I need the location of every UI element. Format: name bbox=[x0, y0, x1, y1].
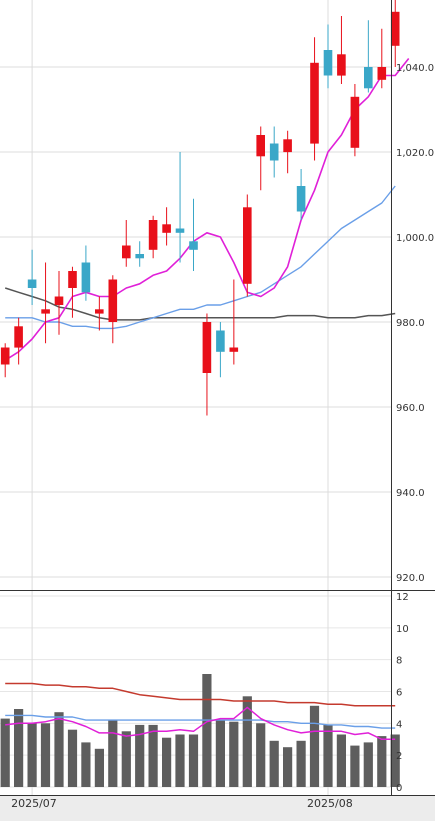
price-axis-labels: 1,040.0 1,020.0 1,000.0 980.0 960.0 940.0 920.… bbox=[396, 63, 434, 584]
price-tick-label: 1,040.0 bbox=[396, 63, 434, 74]
volume-bar[interactable] bbox=[283, 747, 293, 787]
candle-body[interactable] bbox=[189, 241, 198, 250]
volume-bar[interactable] bbox=[377, 736, 387, 787]
volume-ma20-line bbox=[5, 714, 396, 729]
volume-tick-label: 4 bbox=[396, 719, 402, 730]
candle-body[interactable] bbox=[364, 67, 373, 89]
candle-body[interactable] bbox=[122, 245, 131, 259]
ma20-line bbox=[5, 185, 396, 330]
candle-body[interactable] bbox=[269, 143, 279, 161]
volume-bar[interactable] bbox=[336, 734, 346, 788]
candle-body[interactable] bbox=[337, 54, 346, 76]
volume-bar[interactable] bbox=[148, 724, 158, 787]
price-tick-label: 960.0 bbox=[396, 403, 425, 414]
price-tick-label: 980.0 bbox=[396, 318, 425, 329]
volume-bar[interactable] bbox=[350, 745, 360, 787]
volume-tick-label: 2 bbox=[396, 751, 402, 762]
candle-body[interactable] bbox=[216, 330, 225, 352]
price-grid bbox=[0, 66, 391, 578]
volume-tick-label: 0 bbox=[396, 783, 402, 794]
volume-bar[interactable] bbox=[0, 718, 10, 787]
volume-bar[interactable] bbox=[175, 734, 185, 788]
candle-body[interactable] bbox=[162, 224, 171, 233]
volume-bar[interactable] bbox=[215, 720, 225, 787]
candle-body[interactable] bbox=[323, 50, 333, 76]
volume-ma60-line bbox=[5, 682, 396, 707]
volume-bar[interactable] bbox=[121, 731, 131, 787]
candle-body[interactable] bbox=[135, 254, 144, 259]
volume-bar[interactable] bbox=[27, 723, 37, 787]
volume-bars[interactable] bbox=[0, 674, 400, 788]
volume-tick-label: 8 bbox=[396, 656, 402, 667]
candle-body[interactable] bbox=[377, 67, 387, 80]
volume-bar[interactable] bbox=[67, 729, 78, 787]
volume-tick-label: 10 bbox=[396, 624, 409, 635]
volume-ma5-line bbox=[5, 706, 396, 741]
candle-body[interactable] bbox=[108, 279, 118, 323]
volume-bar[interactable] bbox=[81, 742, 91, 787]
volume-tick-label: 12 bbox=[396, 592, 409, 603]
date-tick-label: 2025/08 bbox=[307, 797, 353, 810]
candle-body[interactable] bbox=[310, 62, 319, 144]
volume-bar[interactable] bbox=[14, 709, 24, 787]
candle-body[interactable] bbox=[350, 96, 360, 148]
volume-tick-label: 6 bbox=[396, 688, 402, 699]
price-tick-label: 1,000.0 bbox=[396, 233, 434, 244]
volume-bar[interactable] bbox=[256, 723, 266, 787]
date-tick-label: 2025/07 bbox=[11, 797, 57, 810]
volume-bar[interactable] bbox=[54, 712, 64, 787]
volume-bar[interactable] bbox=[202, 674, 212, 787]
candle-body[interactable] bbox=[81, 262, 91, 293]
candle-body[interactable] bbox=[202, 322, 212, 373]
candle-body[interactable] bbox=[68, 271, 77, 288]
candle-body[interactable] bbox=[229, 347, 239, 352]
price-tick-label: 1,020.0 bbox=[396, 148, 434, 159]
volume-axis-labels: 12 10 8 6 4 2 0 bbox=[396, 592, 409, 794]
volume-bar[interactable] bbox=[135, 724, 145, 787]
volume-bar[interactable] bbox=[390, 734, 400, 788]
volume-bar[interactable] bbox=[242, 696, 252, 787]
volume-bar[interactable] bbox=[40, 723, 51, 787]
ma60-line bbox=[4, 287, 396, 321]
candle-body[interactable] bbox=[283, 139, 292, 153]
date-axis-labels: 2025/07 2025/08 bbox=[11, 797, 353, 810]
volume-bar[interactable] bbox=[363, 742, 373, 787]
candle-body[interactable] bbox=[95, 309, 104, 314]
candle-body[interactable] bbox=[390, 11, 400, 46]
candle-body[interactable] bbox=[296, 186, 306, 212]
vertical-gridlines bbox=[31, 0, 329, 795]
candlesticks[interactable] bbox=[0, 0, 400, 416]
candle-body[interactable] bbox=[256, 135, 265, 157]
volume-moving-averages bbox=[5, 682, 396, 741]
volume-bar[interactable] bbox=[269, 740, 279, 787]
candle-body[interactable] bbox=[175, 228, 185, 233]
volume-bar[interactable] bbox=[108, 720, 118, 787]
volume-bar[interactable] bbox=[229, 721, 239, 787]
date-axis-band bbox=[0, 795, 435, 821]
volume-bar[interactable] bbox=[323, 724, 333, 787]
candle-body[interactable] bbox=[0, 347, 10, 365]
candle-body[interactable] bbox=[27, 279, 37, 289]
volume-bar[interactable] bbox=[309, 705, 320, 787]
volume-bar[interactable] bbox=[162, 737, 172, 787]
volume-bar[interactable] bbox=[296, 740, 306, 787]
price-tick-label: 940.0 bbox=[396, 488, 425, 499]
candle-body[interactable] bbox=[41, 309, 50, 314]
candle-body[interactable] bbox=[148, 220, 158, 250]
volume-bar[interactable] bbox=[188, 734, 199, 788]
candle-body[interactable] bbox=[243, 207, 252, 284]
price-tick-label: 920.0 bbox=[396, 573, 425, 584]
volume-bar[interactable] bbox=[94, 748, 104, 787]
candle-body[interactable] bbox=[54, 296, 64, 306]
candle-body[interactable] bbox=[14, 326, 23, 348]
